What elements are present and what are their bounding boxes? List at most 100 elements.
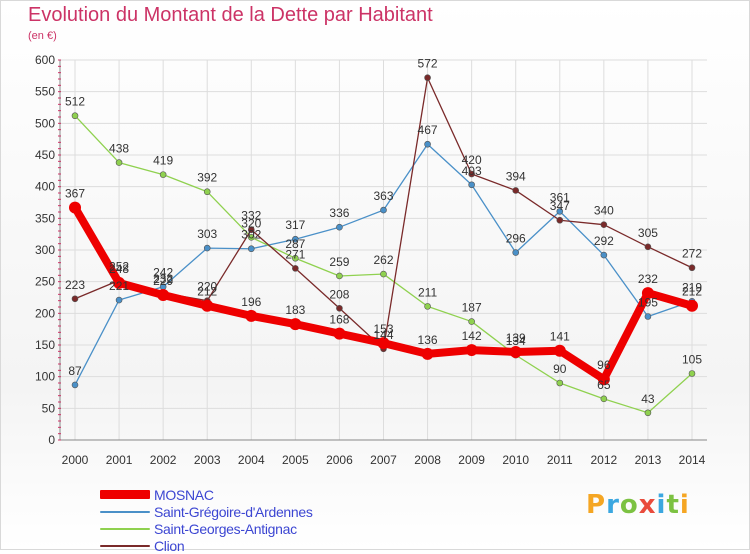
data-point [556, 216, 564, 224]
data-point [292, 265, 299, 272]
y-tick-label: 550 [35, 85, 55, 99]
data-point [380, 206, 387, 214]
y-tick-label: 250 [35, 275, 55, 289]
logo-letter: r [606, 490, 620, 520]
y-tick-label: 400 [35, 180, 55, 194]
data-point [247, 234, 255, 241]
data-label: 168 [329, 313, 349, 327]
x-tick-label: 2009 [458, 453, 485, 467]
y-tick-label: 50 [42, 401, 56, 415]
x-tick-label: 2007 [370, 453, 397, 467]
data-label: 134 [506, 334, 526, 348]
data-point [333, 327, 346, 340]
data-label: 153 [373, 322, 393, 336]
data-label: 232 [638, 272, 658, 286]
data-label: 361 [550, 190, 570, 204]
data-label: 340 [594, 204, 614, 218]
data-label: 292 [594, 234, 614, 248]
y-tick-label: 0 [48, 433, 55, 447]
data-label: 248 [109, 262, 129, 276]
legend-label: Saint-Georges-Antignac [154, 520, 297, 537]
data-label: 87 [68, 364, 82, 378]
chart-title: Evolution du Montant de la Dette par Hab… [28, 4, 433, 26]
y-tick-label: 450 [35, 148, 55, 162]
data-label: 219 [682, 280, 702, 294]
data-point [157, 288, 170, 301]
data-point [289, 318, 302, 331]
legend-item: Saint-Georges-Antignac [100, 520, 313, 537]
data-point [512, 249, 520, 256]
data-label: 141 [550, 330, 570, 344]
data-label: 419 [153, 154, 173, 168]
data-label: 139 [506, 331, 526, 345]
data-label: 305 [638, 226, 658, 240]
data-label: 272 [682, 247, 702, 261]
data-point [336, 223, 343, 231]
data-point [113, 276, 126, 289]
x-tick-label: 2014 [679, 453, 706, 467]
y-tick-label: 350 [35, 211, 55, 225]
data-point [468, 318, 475, 325]
data-point [69, 201, 81, 214]
data-point [600, 395, 608, 403]
data-point [245, 309, 258, 322]
data-label: 229 [153, 274, 173, 288]
data-point [556, 208, 564, 215]
data-label: 90 [553, 362, 567, 376]
data-point [71, 295, 79, 303]
data-point [71, 112, 79, 120]
data-label: 262 [373, 253, 393, 267]
data-point [71, 381, 79, 389]
data-point [247, 245, 255, 253]
data-point [468, 170, 475, 178]
x-tick-label: 2010 [502, 453, 529, 467]
data-point [201, 299, 214, 312]
data-label: 287 [285, 237, 305, 251]
data-point [641, 287, 654, 300]
data-point [336, 272, 343, 280]
data-point [644, 243, 652, 251]
data-label: 187 [462, 301, 482, 315]
legend-swatch [100, 490, 150, 499]
data-label: 394 [506, 169, 526, 183]
data-point [292, 235, 299, 243]
data-point [644, 409, 652, 417]
data-point [600, 251, 608, 259]
y-tick-label: 200 [35, 306, 55, 320]
legend-item: Clion [100, 537, 313, 554]
data-point [336, 304, 343, 312]
data-label: 43 [641, 392, 655, 406]
data-label: 302 [241, 228, 261, 242]
data-point [247, 226, 255, 234]
data-label: 142 [462, 329, 482, 343]
logo-letter: x [638, 490, 657, 520]
data-point [424, 140, 431, 148]
data-point [597, 373, 610, 386]
data-label: 317 [285, 218, 305, 232]
data-label: 105 [682, 353, 702, 367]
x-tick-label: 2011 [547, 453, 573, 467]
data-point [292, 254, 299, 262]
legend-item: MOSNAC [100, 486, 313, 503]
data-label: 242 [153, 266, 173, 280]
data-point [115, 159, 123, 166]
data-label: 136 [418, 333, 438, 347]
data-point [465, 344, 478, 357]
data-label: 221 [109, 279, 129, 293]
data-label: 347 [550, 199, 570, 213]
data-label: 336 [329, 206, 349, 220]
data-point [159, 171, 167, 178]
logo-letter: i [679, 490, 690, 520]
data-label: 403 [462, 164, 482, 178]
legend-label: Clion [154, 537, 185, 554]
data-label: 211 [418, 285, 437, 299]
x-tick-label: 2001 [106, 453, 133, 467]
data-label: 212 [682, 285, 702, 299]
data-label: 572 [418, 57, 438, 71]
legend-label: MOSNAC [154, 486, 214, 503]
data-label: 144 [373, 328, 393, 342]
data-label: 332 [241, 209, 261, 223]
data-label: 223 [65, 278, 85, 292]
data-label: 183 [285, 303, 305, 317]
legend-item: Saint-Grégoire-d'Ardennes [100, 503, 313, 520]
